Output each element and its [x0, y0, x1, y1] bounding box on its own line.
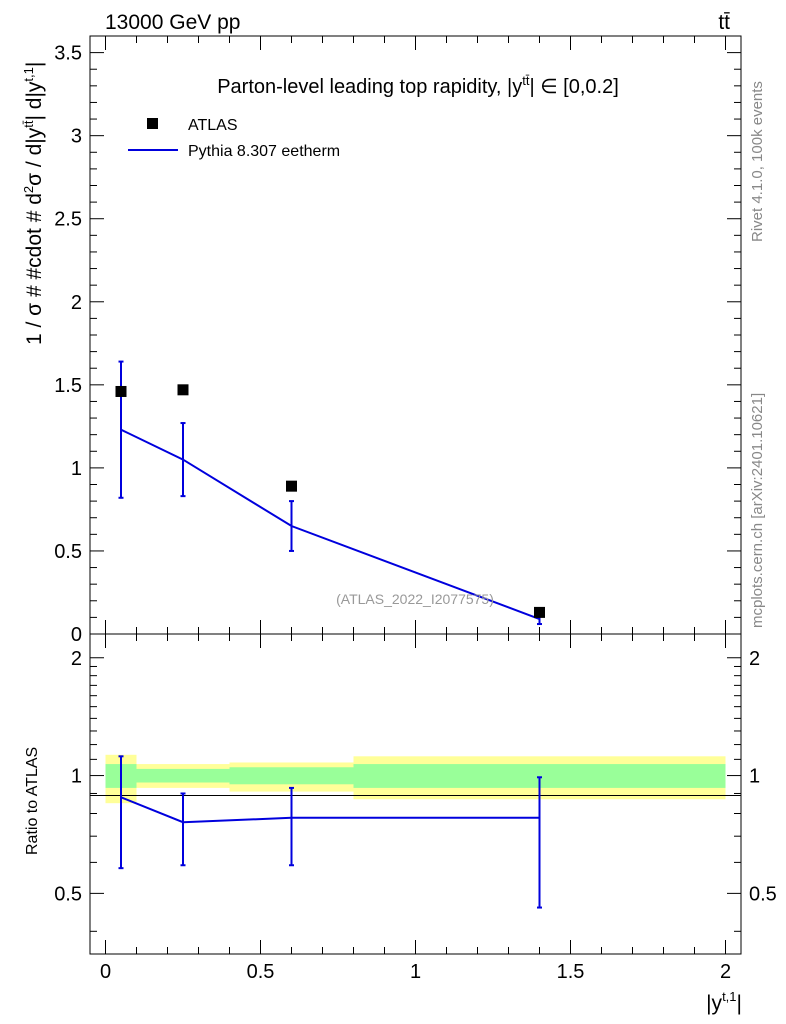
legend-atlas-label: ATLAS — [188, 117, 238, 134]
x-tick-label: 0 — [100, 961, 111, 983]
main-data-marks — [115, 360, 545, 626]
mcplots-label: mcplots.cern.ch [arXiv:2401.10621] — [749, 393, 766, 628]
ratio-y-axis-label: Ratio to ATLAS — [24, 747, 41, 855]
atlas-point — [177, 384, 189, 396]
main-y-tick-label: 3 — [71, 126, 82, 148]
x-tick-label: 1.5 — [557, 961, 585, 983]
ratio-y-tick-label-right: 0.5 — [749, 883, 777, 905]
x-axis-label: |yt,1| — [706, 989, 742, 1015]
legend-atlas-marker — [147, 118, 158, 129]
legend-pythia-label: Pythia 8.307 eetherm — [188, 143, 340, 160]
ratio-inner-band — [136, 768, 230, 783]
ratio-y-tick-label-left: 1 — [71, 766, 82, 788]
energy-label: 13000 GeV pp — [105, 11, 240, 34]
x-tick-label: 2 — [720, 961, 731, 983]
main-y-tick-label: 0.5 — [54, 541, 82, 563]
main-panel: 0 0.5 1 1.5 2 2.5 3 3.5 Parton-level leading to… — [21, 35, 742, 646]
main-y-tick-label: 2 — [71, 292, 82, 314]
ratio-y-tick-label-left: 0.5 — [54, 883, 82, 905]
main-y-tick-label: 3.5 — [54, 43, 82, 65]
main-y-tick-label: 2.5 — [54, 209, 82, 231]
process-label: tt̄ — [718, 11, 730, 34]
analysis-watermark: (ATLAS_2022_I2077575) — [336, 591, 494, 607]
main-y-tick-label: 1.5 — [54, 375, 82, 397]
ratio-y-tick-label-left: 2 — [71, 648, 82, 670]
ratio-y-tick-label-right: 1 — [749, 766, 760, 788]
main-axis-ticks: 0 0.5 1 1.5 2 2.5 3 3.5 — [54, 36, 741, 646]
ratio-inner-band — [353, 764, 726, 788]
rivet-label: Rivet 4.1.0, 100k events — [749, 81, 766, 242]
pythia-line — [120, 428, 540, 620]
ratio-panel: 0.5 0.5 1 1 2 2 0 0.5 1 1.5 2 Ratio to ATLAS |yt,1… — [24, 633, 777, 1015]
atlas-point — [534, 606, 545, 618]
main-title: Parton-level leading top rapidity, |ytt̄… — [217, 73, 619, 98]
ratio-y-tick-label-right: 2 — [749, 648, 760, 670]
legend: ATLAS Pythia 8.307 eetherm — [128, 117, 340, 160]
atlas-point — [286, 480, 297, 492]
main-y-axis-label: 1 / σ # #cdot # d2σ / d|ytt̄| d|yt,1| — [21, 62, 46, 345]
atlas-point — [115, 385, 127, 397]
main-y-tick-label: 0 — [71, 624, 82, 646]
x-tick-label: 1 — [410, 961, 421, 983]
ratio-axis-ticks: 0.5 0.5 1 1 2 2 0 0.5 1 1.5 2 — [54, 634, 777, 983]
ratio-pythia-line — [120, 796, 540, 824]
ratio-data-marks — [118, 755, 542, 909]
main-y-tick-label: 1 — [71, 458, 82, 480]
ratio-inner-band — [229, 767, 354, 785]
x-tick-label: 0.5 — [247, 961, 275, 983]
